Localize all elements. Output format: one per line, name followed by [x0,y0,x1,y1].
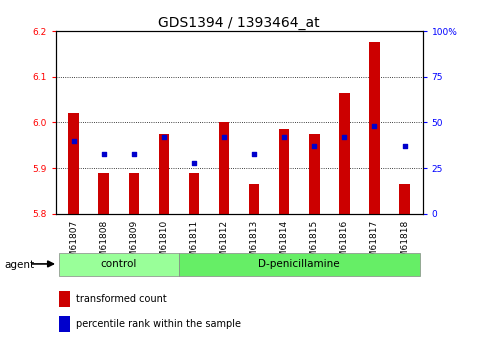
Bar [309,134,320,214]
Text: percentile rank within the sample: percentile rank within the sample [76,319,241,329]
Bar [99,173,109,214]
Point [70,138,77,144]
Text: transformed count: transformed count [76,295,167,304]
Bar [59,292,70,307]
Bar [279,129,289,214]
Bar [158,134,169,214]
Point [190,160,198,166]
Bar [249,184,259,214]
Point [280,134,288,140]
Point [341,134,348,140]
Bar [399,184,410,214]
Point [130,151,138,156]
Bar [189,173,199,214]
Bar [58,253,179,276]
Point [160,134,168,140]
Bar [179,253,420,276]
Bar [219,122,229,214]
Point [220,134,228,140]
Bar [369,42,380,214]
Bar [339,93,350,214]
Bar [59,316,70,332]
Point [250,151,258,156]
Text: agent: agent [5,260,35,270]
Point [370,124,378,129]
Text: control: control [100,259,137,269]
Point [100,151,108,156]
Point [311,144,318,149]
Title: GDS1394 / 1393464_at: GDS1394 / 1393464_at [158,16,320,30]
Bar [68,114,79,214]
Text: D-penicillamine: D-penicillamine [258,259,340,269]
Point [401,144,409,149]
Bar [128,173,139,214]
